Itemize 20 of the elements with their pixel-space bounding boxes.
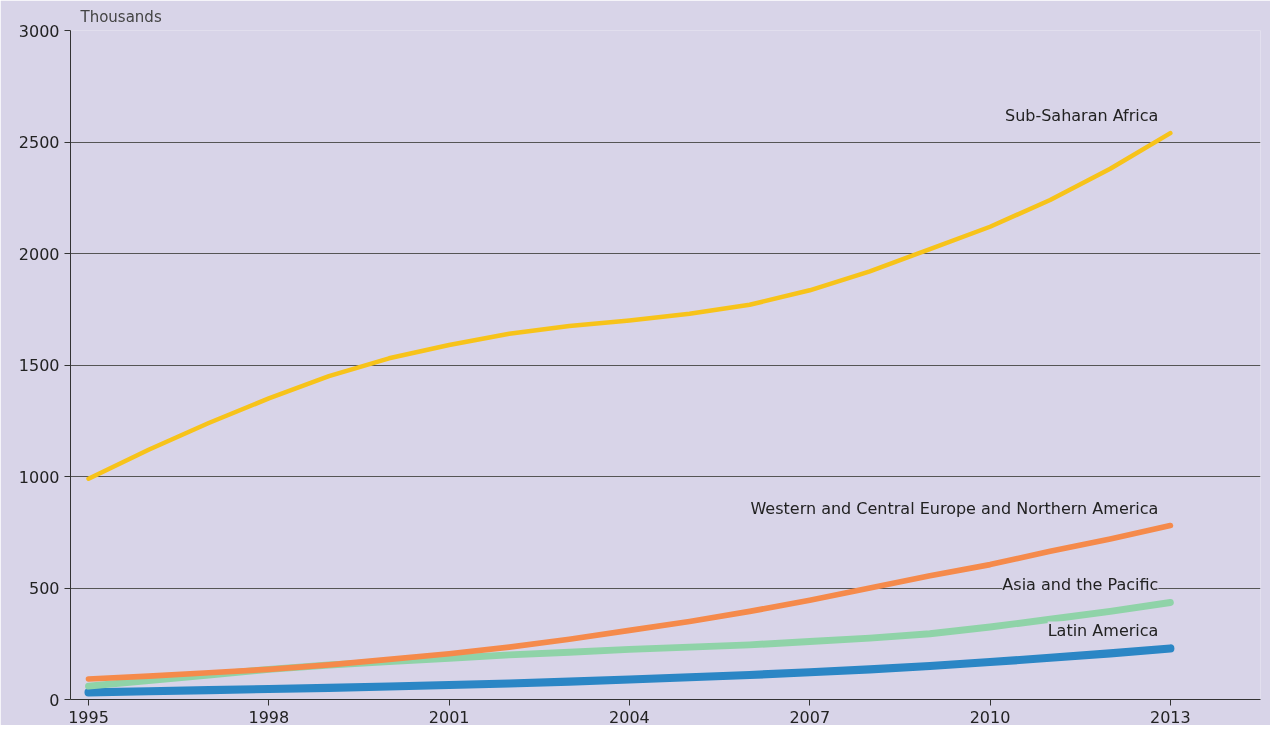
- x-tick-label: 1998: [248, 707, 290, 727]
- y-tick-label: 3000: [18, 21, 60, 41]
- line-series: [86, 130, 1173, 481]
- x-tick-label: 2013: [1149, 707, 1191, 727]
- y-tick-label: 2000: [18, 244, 60, 264]
- series-label: Asia and the Pacific: [1002, 575, 1159, 595]
- series-label: Sub-Saharan Africa: [1004, 106, 1159, 126]
- x-tick-label: 1995: [68, 707, 109, 727]
- x-tick-label: 2001: [428, 707, 470, 727]
- series-label: Western and Central Europe and Northern America: [750, 498, 1159, 518]
- y-tick-label: 1500: [18, 356, 60, 375]
- series-label: Latin America: [1047, 621, 1159, 641]
- y-tick-label: 2500: [18, 133, 60, 152]
- y-tick-label: 1000: [18, 467, 60, 487]
- y-axis-title: Thousands: [79, 7, 162, 26]
- x-tick-label: 2007: [789, 707, 831, 727]
- y-tick-label: 0: [49, 690, 60, 710]
- x-tick-label: 2004: [609, 707, 650, 727]
- x-tick-label: 2010: [969, 707, 1011, 727]
- y-tick-label: 500: [28, 579, 60, 598]
